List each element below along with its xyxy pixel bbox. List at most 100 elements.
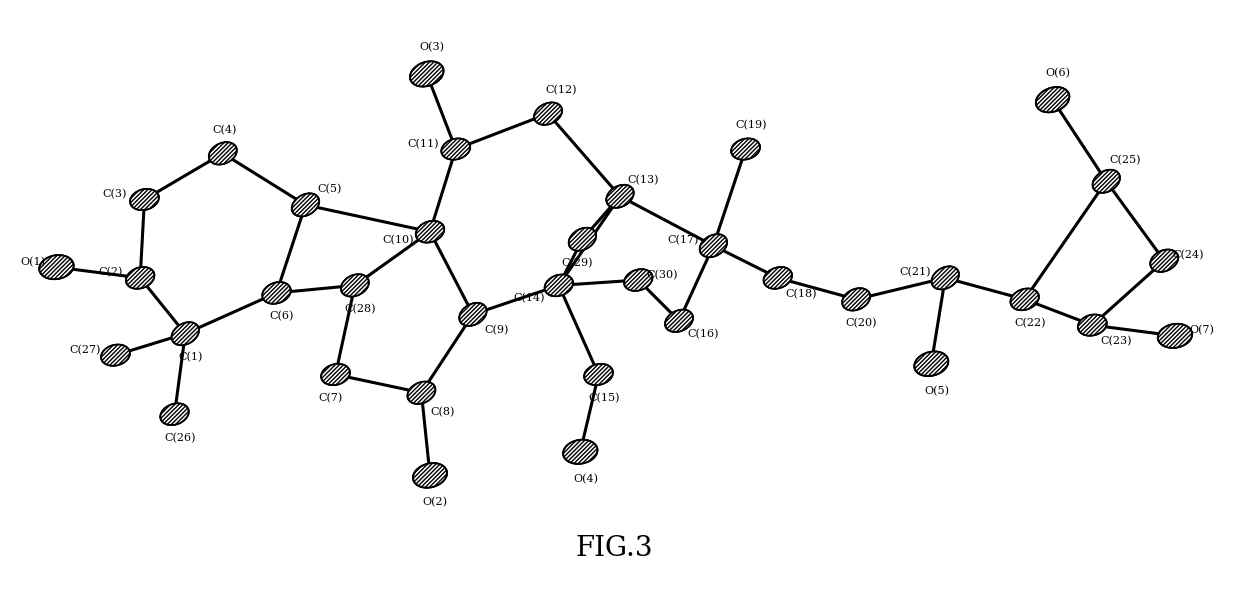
Ellipse shape [624,268,653,291]
Ellipse shape [171,322,198,345]
Text: C(8): C(8) [430,407,455,417]
Ellipse shape [1151,250,1178,272]
Ellipse shape [563,439,598,464]
Ellipse shape [415,221,444,242]
Ellipse shape [624,270,652,291]
Text: C(1): C(1) [179,352,203,362]
Ellipse shape [584,363,614,386]
Ellipse shape [534,103,562,125]
Ellipse shape [441,139,470,160]
Ellipse shape [1011,289,1039,310]
Text: C(29): C(29) [562,257,593,268]
Ellipse shape [842,288,870,311]
Ellipse shape [40,255,73,279]
Text: C(30): C(30) [646,270,677,280]
Text: C(10): C(10) [382,235,414,245]
Text: C(26): C(26) [164,433,196,443]
Ellipse shape [160,403,188,425]
Ellipse shape [38,254,74,280]
Text: C(12): C(12) [546,85,577,95]
Ellipse shape [1078,314,1107,336]
Ellipse shape [1092,169,1121,194]
Ellipse shape [1009,288,1039,311]
Ellipse shape [321,364,350,385]
Ellipse shape [842,288,870,311]
Text: C(6): C(6) [269,311,294,321]
Text: C(13): C(13) [627,175,660,185]
Ellipse shape [914,351,949,377]
Ellipse shape [415,220,445,243]
Ellipse shape [263,282,290,304]
Ellipse shape [584,364,613,385]
Ellipse shape [1158,324,1192,348]
Text: C(14): C(14) [513,293,544,303]
Ellipse shape [569,228,596,251]
Ellipse shape [568,227,596,251]
Text: C(20): C(20) [846,318,877,328]
Text: C(21): C(21) [899,267,931,277]
Text: C(23): C(23) [1100,336,1132,346]
Text: C(5): C(5) [317,184,341,194]
Ellipse shape [1149,249,1179,273]
Text: C(15): C(15) [588,393,620,403]
Ellipse shape [341,274,368,297]
Ellipse shape [665,309,693,333]
Text: C(19): C(19) [735,121,766,131]
Ellipse shape [171,321,200,346]
Text: C(27): C(27) [69,345,102,355]
Text: O(1): O(1) [20,257,46,267]
Ellipse shape [208,142,237,165]
Ellipse shape [102,345,130,365]
Ellipse shape [931,267,959,289]
Text: C(16): C(16) [687,329,718,339]
Ellipse shape [699,234,727,257]
Ellipse shape [291,194,319,216]
Text: C(28): C(28) [345,304,376,314]
Ellipse shape [699,233,728,258]
Ellipse shape [129,188,160,210]
Text: C(22): C(22) [1014,318,1045,328]
Ellipse shape [410,62,444,86]
Ellipse shape [1035,86,1070,113]
Text: O(5): O(5) [924,385,949,396]
Ellipse shape [563,440,598,464]
Text: C(9): C(9) [485,326,508,336]
Ellipse shape [732,139,760,160]
Ellipse shape [160,403,190,426]
Ellipse shape [544,274,574,297]
Text: O(2): O(2) [423,497,448,507]
Text: O(6): O(6) [1045,68,1070,78]
Ellipse shape [459,302,487,326]
Text: O(3): O(3) [419,42,445,52]
Ellipse shape [413,463,446,488]
Ellipse shape [665,310,693,332]
Ellipse shape [764,267,792,289]
Text: C(2): C(2) [98,267,123,277]
Ellipse shape [126,267,154,289]
Text: C(18): C(18) [786,289,817,299]
Ellipse shape [533,102,563,125]
Ellipse shape [606,185,634,207]
Ellipse shape [730,138,760,160]
Ellipse shape [320,363,351,386]
Ellipse shape [1078,315,1106,336]
Ellipse shape [409,61,444,87]
Ellipse shape [914,352,949,376]
Ellipse shape [125,267,155,289]
Ellipse shape [130,189,159,210]
Text: O(7): O(7) [1189,326,1214,336]
Text: C(3): C(3) [102,189,126,200]
Ellipse shape [440,138,471,160]
Ellipse shape [605,184,635,209]
Text: C(17): C(17) [667,235,699,245]
Ellipse shape [262,282,291,305]
Text: C(25): C(25) [1110,154,1141,165]
Ellipse shape [459,303,486,326]
Ellipse shape [763,267,792,289]
Text: C(4): C(4) [213,125,237,135]
Ellipse shape [100,344,130,367]
Ellipse shape [1157,323,1193,349]
Text: C(11): C(11) [408,139,439,149]
Text: C(24): C(24) [1172,250,1204,260]
Ellipse shape [291,193,320,217]
